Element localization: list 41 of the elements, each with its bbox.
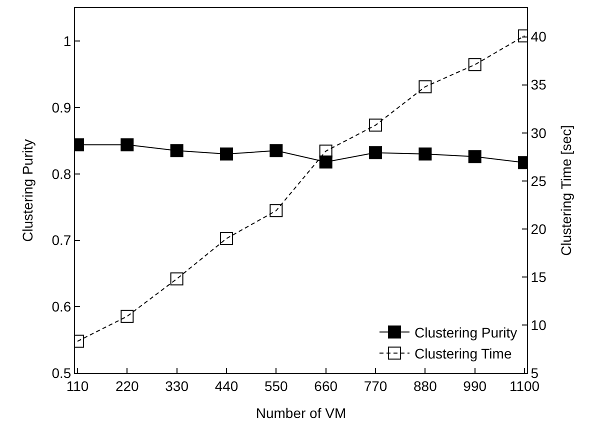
- y2-tick-label: 35: [530, 76, 547, 93]
- x-tick-label: 990: [463, 378, 487, 394]
- point: [468, 150, 482, 164]
- y2-tick-label: 30: [530, 124, 547, 141]
- y2-tick-label: 20: [530, 220, 547, 237]
- y-tick-label: 0.8: [52, 166, 72, 182]
- point: [170, 144, 184, 158]
- x-tick-label: 440: [214, 378, 238, 394]
- y2-tick-label: 25: [530, 172, 547, 189]
- x-tick-label: 550: [264, 378, 288, 394]
- x-tick-label: 770: [364, 378, 388, 394]
- x-tick-label: 660: [314, 378, 338, 394]
- point: [120, 138, 134, 152]
- x-tick-label: 220: [115, 378, 140, 394]
- y-tick-label: 0.6: [52, 298, 72, 315]
- point: [270, 204, 283, 218]
- point: [319, 144, 332, 158]
- point: [418, 148, 432, 160]
- point: [369, 118, 382, 132]
- point: [220, 148, 233, 160]
- point: [319, 155, 332, 168]
- y2-tick-label: 10: [530, 316, 547, 333]
- y2-tick-label: 15: [530, 268, 547, 285]
- y-tick-label: 1: [63, 33, 72, 50]
- point: [170, 272, 184, 286]
- x-axis-title: Number of VM: [256, 405, 346, 422]
- point: [220, 232, 233, 246]
- x-tick-label: 880: [414, 378, 438, 394]
- y2-tick-label: 40: [530, 28, 547, 45]
- point: [418, 80, 432, 94]
- point: [369, 146, 382, 160]
- y-tick-label: 0.7: [52, 232, 72, 248]
- legend-label: Clustering Time: [414, 346, 512, 362]
- y-tick-label: 0.9: [52, 99, 72, 116]
- y2-axis-title: Clustering Time [sec]: [558, 125, 574, 256]
- x-tick-label: 330: [165, 378, 189, 394]
- point: [120, 310, 134, 323]
- point: [270, 144, 283, 158]
- y-axis-title: Clustering Purity: [19, 139, 36, 242]
- legend-label: Clustering Purity: [414, 324, 518, 340]
- point: [468, 58, 482, 72]
